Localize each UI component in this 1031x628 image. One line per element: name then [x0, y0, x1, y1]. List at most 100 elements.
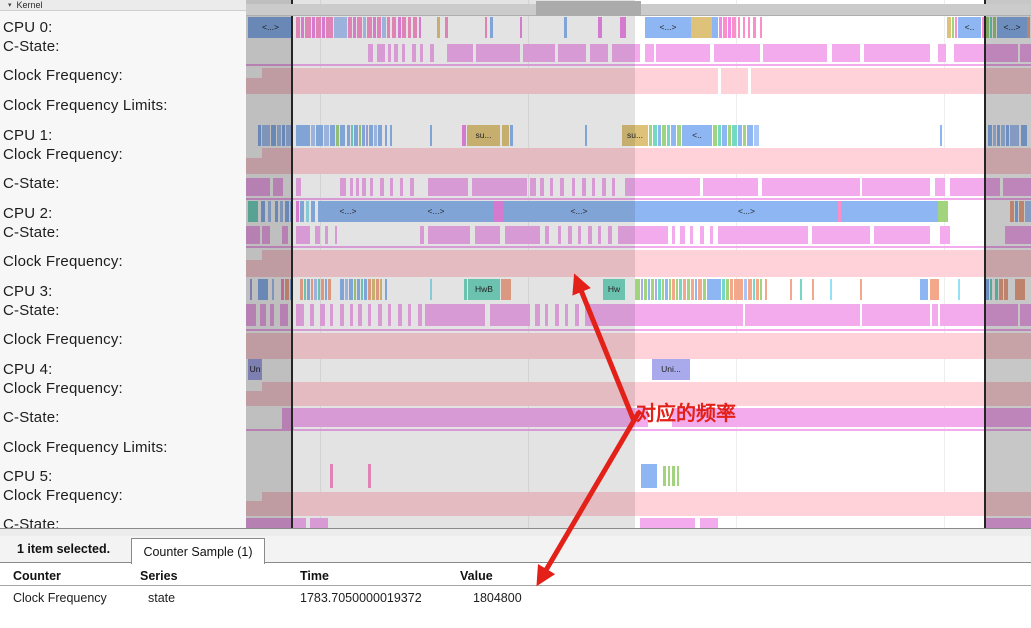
timeline-slice[interactable]	[625, 178, 700, 196]
timeline-slice[interactable]	[672, 408, 1031, 427]
timeline-slice[interactable]	[402, 44, 405, 62]
timeline-slice[interactable]	[535, 304, 540, 326]
track-cpu3-cstate[interactable]	[246, 304, 1031, 331]
timeline-slice[interactable]	[728, 17, 731, 38]
timeline-slice[interactable]	[490, 304, 530, 326]
timeline-slice[interactable]	[940, 304, 1018, 326]
timeline-slice[interactable]	[354, 125, 358, 146]
timeline-slice[interactable]	[743, 125, 746, 146]
timeline-slice[interactable]	[679, 279, 682, 300]
timeline-slice[interactable]	[340, 304, 344, 326]
timeline-slice[interactable]	[336, 125, 339, 146]
timeline-slice[interactable]	[316, 125, 323, 146]
timeline-slice[interactable]	[668, 466, 670, 486]
timeline-slice[interactable]	[748, 68, 751, 94]
timeline-slice[interactable]	[351, 125, 353, 146]
timeline-slice[interactable]	[430, 44, 434, 62]
timeline-slice[interactable]	[305, 17, 311, 38]
timeline-slice[interactable]	[345, 279, 348, 300]
timeline-slice[interactable]	[271, 125, 276, 146]
timeline-slice[interactable]	[641, 279, 643, 300]
track-cpu4-sched[interactable]: Un Uni...	[246, 359, 1031, 380]
timeline-slice[interactable]	[246, 250, 262, 260]
timeline-slice[interactable]	[485, 17, 487, 38]
timeline-slice[interactable]	[947, 17, 951, 38]
timeline-slice[interactable]	[669, 279, 671, 300]
timeline-slice[interactable]	[282, 125, 285, 146]
timeline-slice[interactable]	[760, 279, 762, 300]
timeline-slice[interactable]	[340, 178, 346, 196]
timeline-slice[interactable]	[325, 226, 328, 244]
timeline-slice[interactable]	[502, 125, 509, 146]
timeline-slice[interactable]	[560, 178, 564, 196]
timeline-slice[interactable]	[582, 178, 586, 196]
timeline-slice[interactable]	[494, 201, 503, 222]
timeline-slice[interactable]	[447, 44, 473, 62]
timeline-slice[interactable]	[357, 279, 360, 300]
timeline-slice[interactable]	[677, 125, 681, 146]
timeline-slice[interactable]	[410, 178, 414, 196]
timeline-slice[interactable]: <...>	[248, 17, 293, 38]
timeline-slice[interactable]	[296, 304, 304, 326]
timeline-slice[interactable]	[425, 304, 485, 326]
timeline-slice[interactable]	[324, 125, 329, 146]
timeline-slice[interactable]	[680, 226, 685, 244]
timeline-slice[interactable]	[812, 279, 814, 300]
timeline-slice[interactable]	[523, 44, 555, 62]
timeline-slice[interactable]	[747, 125, 753, 146]
timeline-slice[interactable]	[286, 125, 292, 146]
timeline-slice[interactable]: Hw	[603, 279, 625, 300]
timeline-slice[interactable]	[285, 201, 289, 222]
timeline-slice[interactable]	[430, 279, 432, 300]
timeline-slice[interactable]	[311, 125, 315, 146]
timeline-slice[interactable]	[1001, 125, 1005, 146]
timeline-slice[interactable]	[762, 178, 860, 196]
timeline-slice[interactable]	[565, 304, 568, 326]
timeline-slice[interactable]	[722, 125, 727, 146]
timeline-slice[interactable]: <...>	[378, 201, 494, 222]
timeline-slice[interactable]	[995, 279, 998, 300]
timeline-slice[interactable]	[330, 464, 333, 488]
timeline-slice[interactable]	[640, 518, 695, 528]
timeline-slice[interactable]	[413, 17, 417, 38]
timeline-slice[interactable]	[756, 279, 759, 300]
timeline-slice[interactable]	[246, 226, 260, 244]
timeline-slice[interactable]	[340, 279, 344, 300]
track-cpu1-cstate[interactable]	[246, 178, 1031, 200]
timeline-slice[interactable]	[938, 201, 948, 222]
timeline-slice[interactable]	[262, 125, 270, 146]
timeline-slice[interactable]	[578, 226, 581, 244]
timeline-slice[interactable]	[340, 125, 345, 146]
timeline-slice[interactable]	[246, 382, 262, 391]
timeline-slice[interactable]	[954, 44, 1018, 62]
timeline-slice[interactable]	[388, 44, 391, 62]
timeline-slice[interactable]	[361, 279, 363, 300]
timeline-slice[interactable]	[1027, 17, 1030, 38]
timeline-slice[interactable]	[940, 125, 942, 146]
timeline-slice[interactable]	[306, 201, 309, 222]
timeline-slice[interactable]	[272, 279, 274, 300]
timeline-slice[interactable]	[1015, 201, 1018, 222]
timeline-slice[interactable]	[667, 125, 670, 146]
timeline-slice[interactable]	[314, 279, 317, 300]
track-cpu0-clock-freq[interactable]	[246, 68, 1031, 94]
timeline-slice[interactable]: Uni...	[652, 359, 690, 380]
timeline-slice[interactable]	[437, 17, 440, 38]
timeline-slice[interactable]	[1020, 304, 1031, 326]
timeline-slice[interactable]	[505, 226, 540, 244]
timeline-slice[interactable]	[246, 429, 1031, 431]
timeline-slice[interactable]	[368, 279, 371, 300]
timeline-slice[interactable]	[246, 246, 1031, 248]
timeline-slice[interactable]	[490, 17, 493, 38]
timeline-slice[interactable]	[653, 125, 657, 146]
timeline-slice[interactable]	[950, 178, 1000, 196]
timeline-slice[interactable]	[246, 68, 1031, 94]
timeline-slice[interactable]	[940, 226, 950, 244]
timeline-slice[interactable]	[418, 304, 422, 326]
timeline-slice[interactable]	[258, 125, 261, 146]
timeline-slice[interactable]	[618, 226, 668, 244]
timeline-slice[interactable]	[765, 279, 767, 300]
timeline-slice[interactable]: <...>	[503, 201, 655, 222]
timeline-slice[interactable]	[420, 226, 424, 244]
timeline-slice[interactable]	[663, 466, 666, 486]
